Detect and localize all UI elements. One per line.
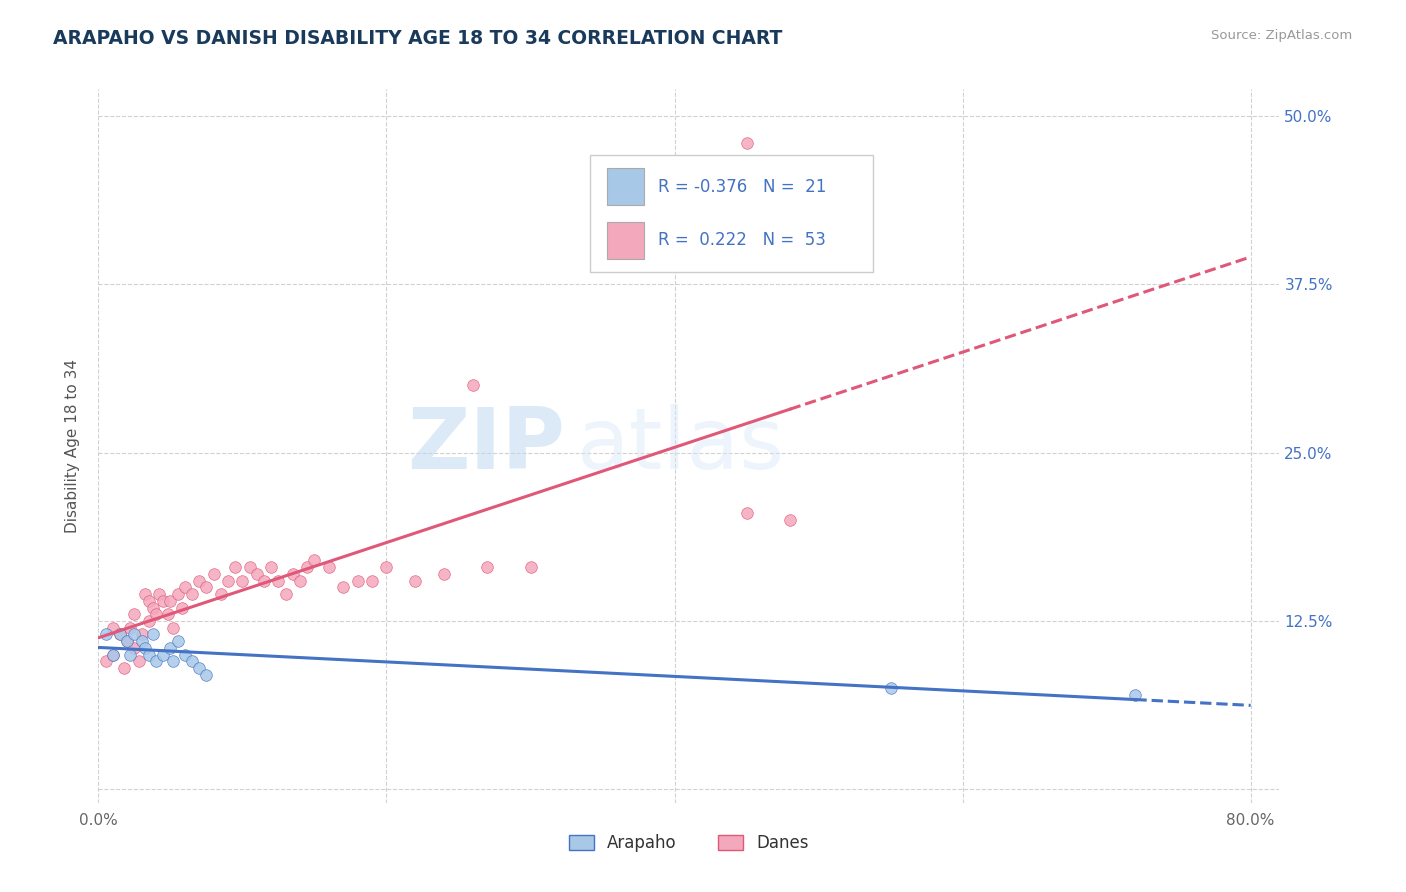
Point (142, 600, 165, 615)
Point (461, 378, 484, 392)
Point (131, 627, 153, 641)
Point (304, 553, 326, 567)
Point (142, 627, 165, 641)
Point (361, 574, 384, 588)
Point (879, 681, 901, 696)
Y-axis label: Disability Age 18 to 34: Disability Age 18 to 34 (65, 359, 80, 533)
Point (152, 648, 174, 662)
Point (253, 574, 276, 588)
Point (134, 640, 156, 655)
Point (124, 607, 146, 622)
Point (231, 574, 253, 588)
FancyBboxPatch shape (591, 155, 873, 272)
Point (404, 574, 426, 588)
Point (173, 580, 195, 594)
Point (181, 587, 204, 601)
Point (94, 655, 117, 669)
Point (288, 574, 311, 588)
Point (318, 560, 340, 574)
Point (134, 587, 156, 601)
Point (101, 648, 124, 662)
Point (281, 566, 304, 581)
Point (1125, 688, 1147, 702)
Text: R =  0.222   N =  53: R = 0.222 N = 53 (658, 231, 825, 250)
Point (224, 560, 246, 574)
Point (779, 513, 801, 527)
Point (173, 648, 195, 662)
Point (202, 566, 225, 581)
Point (332, 580, 354, 594)
Point (159, 594, 181, 608)
Point (101, 621, 124, 635)
Point (131, 634, 153, 648)
Text: R = -0.376   N =  21: R = -0.376 N = 21 (658, 178, 827, 195)
Point (94, 627, 117, 641)
Point (115, 634, 138, 648)
Point (138, 614, 160, 628)
Point (120, 648, 142, 662)
Point (297, 560, 319, 574)
Point (181, 655, 204, 669)
FancyBboxPatch shape (607, 168, 644, 205)
Text: atlas: atlas (576, 404, 785, 488)
FancyBboxPatch shape (607, 222, 644, 259)
Point (519, 560, 541, 574)
Point (156, 607, 179, 622)
Point (735, 136, 758, 150)
Point (162, 655, 184, 669)
Point (433, 566, 456, 581)
Point (145, 655, 167, 669)
Point (375, 560, 398, 574)
Point (260, 560, 283, 574)
Point (267, 574, 290, 588)
Point (124, 640, 146, 655)
Point (477, 560, 499, 574)
Point (188, 661, 211, 675)
Point (159, 640, 181, 655)
Point (120, 621, 142, 635)
Text: ZIP: ZIP (408, 404, 565, 488)
Point (145, 607, 167, 622)
Point (166, 587, 188, 601)
Point (162, 621, 184, 635)
Point (188, 574, 211, 588)
Point (195, 668, 218, 682)
Point (148, 587, 170, 601)
Point (209, 587, 232, 601)
Point (152, 594, 174, 608)
Point (217, 574, 239, 588)
Point (138, 648, 160, 662)
Point (108, 627, 131, 641)
Point (138, 594, 160, 608)
Point (239, 560, 262, 574)
Text: ARAPAHO VS DANISH DISABILITY AGE 18 TO 34 CORRELATION CHART: ARAPAHO VS DANISH DISABILITY AGE 18 TO 3… (53, 29, 783, 47)
Point (166, 634, 188, 648)
Point (128, 655, 150, 669)
Text: Source: ZipAtlas.com: Source: ZipAtlas.com (1212, 29, 1353, 42)
Point (124, 627, 146, 641)
Point (346, 574, 368, 588)
Point (195, 580, 218, 594)
Point (101, 648, 124, 662)
Point (112, 661, 135, 675)
Point (170, 600, 193, 615)
Point (115, 634, 138, 648)
Legend: Arapaho, Danes: Arapaho, Danes (562, 828, 815, 859)
Point (108, 627, 131, 641)
Point (274, 587, 297, 601)
Point (735, 506, 758, 520)
Point (246, 566, 269, 581)
